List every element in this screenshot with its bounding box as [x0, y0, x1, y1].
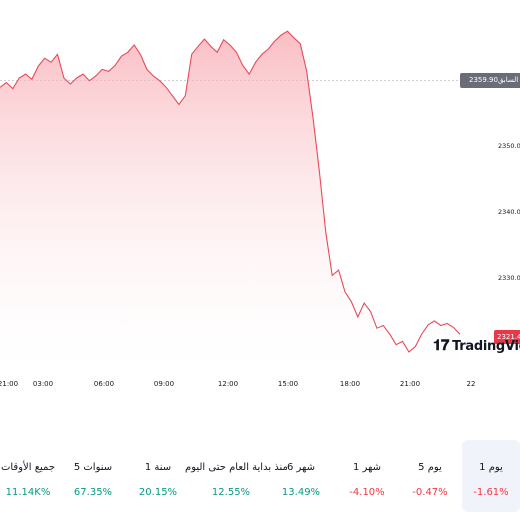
tradingview-icon: 𝟏𝟕 — [433, 336, 450, 354]
period-label: 1 يوم — [479, 462, 503, 473]
previous-close-label: الإغلاق السابق — [497, 76, 520, 84]
y-tick-label: 2340.00 — [498, 208, 520, 216]
period-option[interactable]: جميع الأوقات 11.14K% — [0, 440, 74, 512]
period-option[interactable]: 5 يوم -0.47% — [401, 440, 459, 512]
period-change: 13.49% — [281, 487, 321, 498]
previous-close-badge: الإغلاق السابق2359.90 — [460, 73, 520, 88]
x-tick-label: 21:00 — [400, 380, 420, 388]
period-change: 12.55% — [211, 487, 251, 498]
period-option[interactable]: 1 شهر -4.10% — [338, 440, 396, 512]
period-option[interactable]: 1 يوم -1.61% — [462, 440, 520, 512]
period-label: 5 يوم — [418, 462, 442, 473]
y-axis: 2350.00 2340.00 2330.00 — [498, 142, 520, 282]
previous-close-value: 2359.90 — [469, 76, 498, 84]
period-label: 5 سنوات — [73, 462, 113, 473]
y-tick-label: 2330.00 — [498, 274, 520, 282]
period-change: 11.14K% — [5, 487, 51, 498]
x-tick-label: 06:00 — [94, 380, 114, 388]
x-tick-label: 22 — [467, 380, 476, 388]
chart-canvas[interactable]: 21:00 03:00 06:00 09:00 12:00 15:00 18:00 21:00… — [0, 0, 520, 395]
period-label: منذ بداية العام حتى اليوم — [185, 462, 288, 473]
x-tick-label: 03:00 — [33, 380, 53, 388]
period-option[interactable]: 6 شهر 13.49% — [272, 440, 330, 512]
x-tick-label: 09:00 — [154, 380, 174, 388]
x-tick-label: 12:00 — [218, 380, 238, 388]
current-price-badge: 2321.45 — [494, 330, 520, 344]
x-tick-label: 21:00 — [0, 380, 18, 388]
period-change: 20.15% — [138, 487, 178, 498]
period-label: 1 سنة — [144, 462, 172, 473]
tradingview-logo[interactable]: 𝟏𝟕TradingView — [433, 336, 520, 354]
period-selector: 1 يوم -1.61% 5 يوم -0.47% 1 شهر -4.10% 6 شهر 13… — [0, 440, 520, 512]
price-area — [0, 31, 460, 372]
period-label: جميع الأوقات — [0, 462, 56, 473]
period-option[interactable]: 5 سنوات 67.35% — [64, 440, 122, 512]
price-line — [0, 30, 461, 353]
period-label: 1 شهر — [352, 462, 382, 473]
period-change: -1.61% — [473, 487, 509, 498]
x-axis: 21:00 03:00 06:00 09:00 12:00 15:00 18:00 21:00… — [0, 380, 475, 388]
x-tick-label: 18:00 — [340, 380, 360, 388]
period-option[interactable]: منذ بداية العام حتى اليوم 12.55% — [185, 440, 288, 512]
x-tick-label: 15:00 — [278, 380, 298, 388]
period-change: 67.35% — [73, 487, 113, 498]
period-option[interactable]: 1 سنة 20.15% — [129, 440, 187, 512]
y-tick-label: 2350.00 — [498, 142, 520, 150]
price-chart[interactable]: 21:00 03:00 06:00 09:00 12:00 15:00 18:00 21:00… — [0, 0, 520, 395]
tradingview-wordmark: TradingView — [452, 339, 520, 354]
period-change: -0.47% — [412, 487, 448, 498]
period-change: -4.10% — [349, 487, 385, 498]
period-label: 6 شهر — [286, 462, 316, 473]
